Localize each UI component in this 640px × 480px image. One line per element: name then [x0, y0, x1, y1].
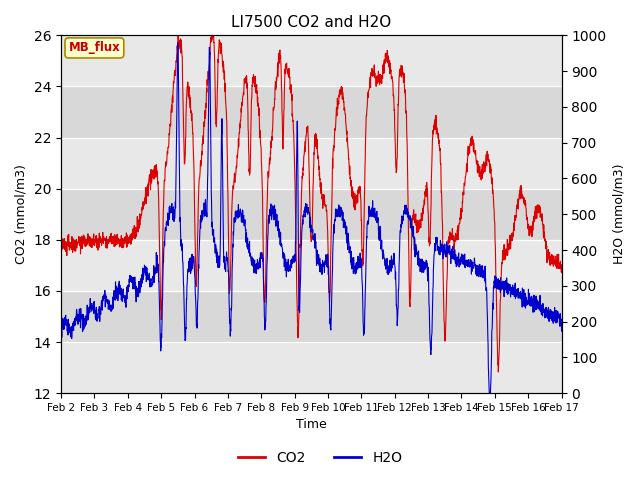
- Bar: [61, 138, 561, 189]
- Bar: [61, 36, 561, 86]
- Text: MB_flux: MB_flux: [68, 41, 120, 54]
- Title: LI7500 CO2 and H2O: LI7500 CO2 and H2O: [231, 15, 392, 30]
- Bar: [61, 240, 561, 291]
- Y-axis label: CO2 (mmol/m3): CO2 (mmol/m3): [15, 164, 28, 264]
- Y-axis label: H2O (mmol/m3): H2O (mmol/m3): [612, 164, 625, 264]
- Legend: CO2, H2O: CO2, H2O: [232, 445, 408, 471]
- Bar: [61, 342, 561, 393]
- X-axis label: Time: Time: [296, 419, 326, 432]
